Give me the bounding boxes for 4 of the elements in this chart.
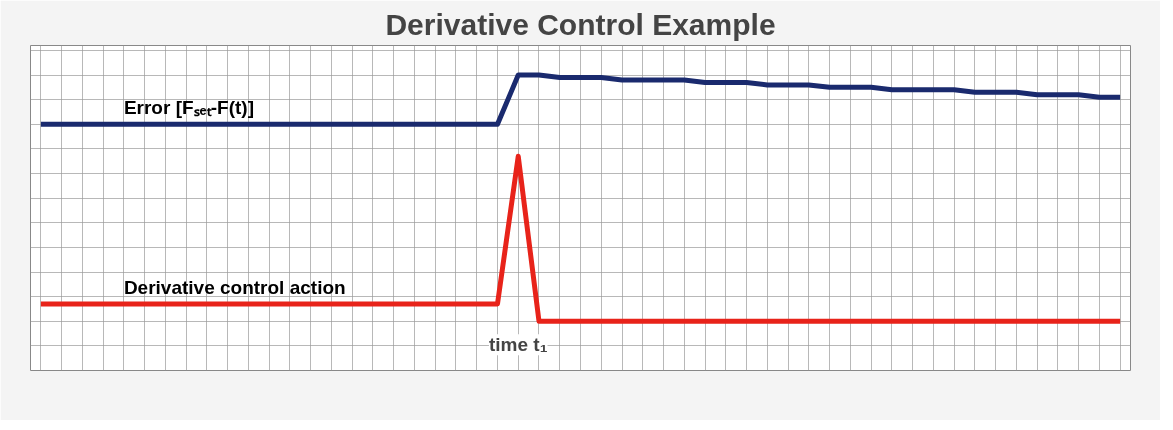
chart-title: Derivative Control Example: [385, 7, 776, 41]
series-label: Error [Fₛₑₜ-F(t)]: [123, 97, 254, 119]
text: time t₁: [488, 334, 548, 356]
series-label: Derivative control action: [123, 277, 346, 299]
